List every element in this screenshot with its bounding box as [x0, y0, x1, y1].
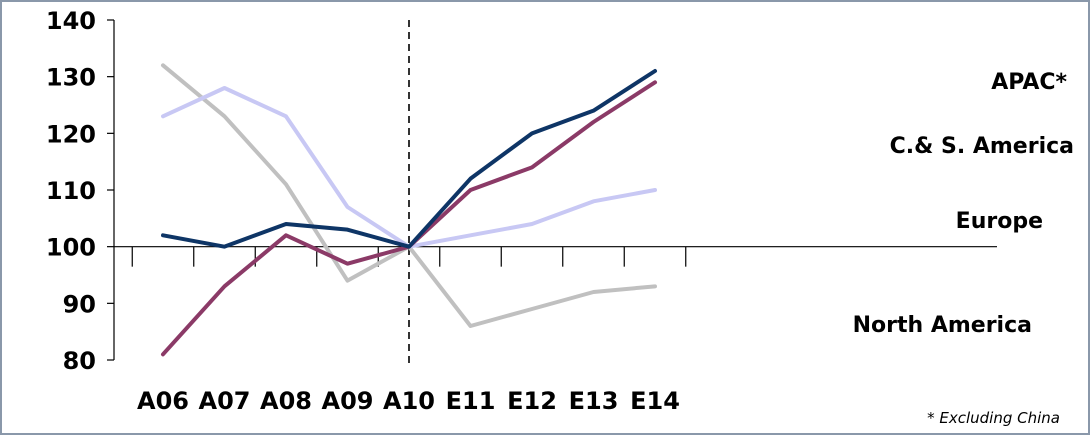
y-tick-label: 90 [63, 290, 96, 318]
x-tick-label: A06 [137, 387, 189, 415]
series-label: APAC* [991, 70, 1067, 95]
y-tick-label: 110 [46, 177, 96, 205]
x-tick-label: E12 [507, 387, 557, 415]
x-tick-label: E11 [446, 387, 496, 415]
x-tick-labels: A06 A07 A08 A09 A10 E11 E12 E13 E14 [137, 387, 680, 415]
x-tick-label: A09 [322, 387, 374, 415]
chart-series [161, 63, 657, 357]
footnote: * Excluding China [927, 409, 1060, 427]
y-tick-label: 130 [46, 64, 96, 92]
y-tick-label: 120 [46, 120, 96, 148]
y-tick-label: 140 [46, 7, 96, 35]
x-tick-label: A10 [383, 387, 435, 415]
series-labels: APAC* C.& S. America Europe North America [853, 70, 1074, 338]
series-line [161, 69, 657, 249]
series-label: North America [853, 313, 1032, 338]
y-tick-label: 100 [46, 234, 96, 262]
chart-axes [107, 19, 997, 361]
y-tick-label: 80 [63, 347, 96, 375]
x-tick-label: E13 [569, 387, 619, 415]
x-tick-label: A07 [199, 387, 251, 415]
x-tick-label: A08 [260, 387, 312, 415]
series-label: C.& S. America [890, 134, 1074, 159]
y-tick-labels: 80 90 100 110 120 130 140 [46, 7, 96, 375]
x-tick-label: E14 [630, 387, 680, 415]
series-label: Europe [956, 209, 1043, 234]
